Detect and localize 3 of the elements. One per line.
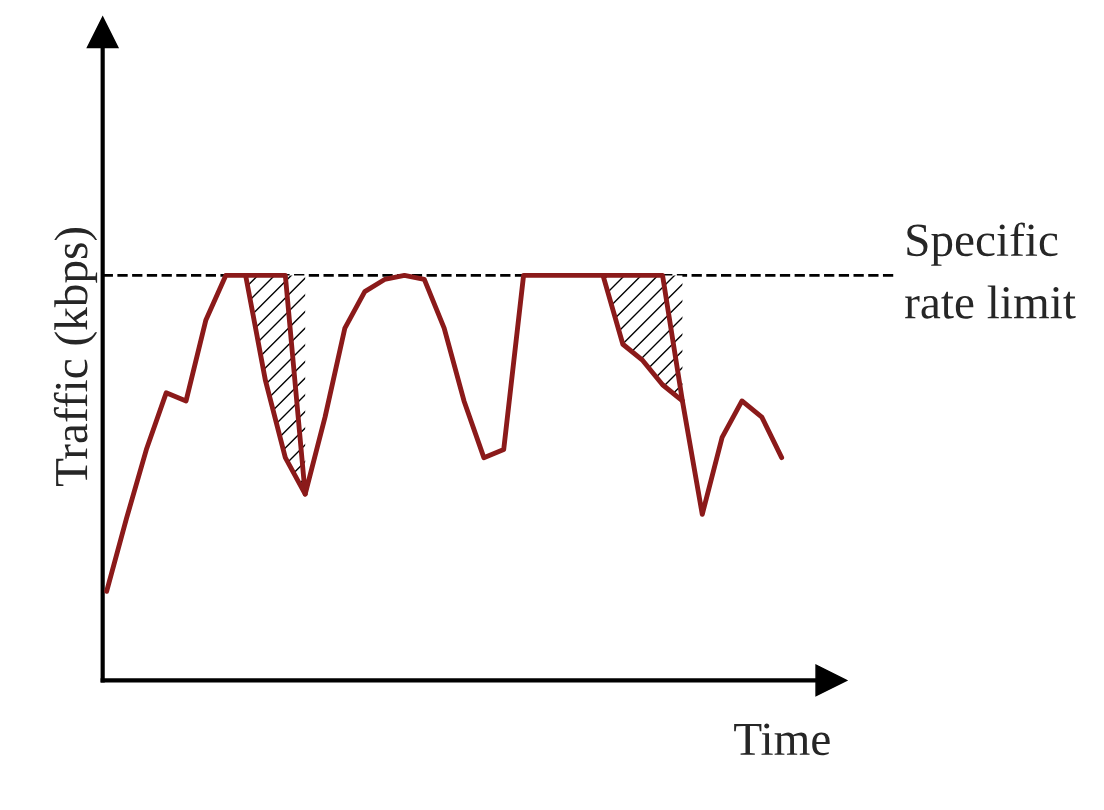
y-axis-title: Traffic (kbps)	[53, 227, 98, 487]
x-axis-title: Time	[734, 723, 830, 756]
ref-line-label: Specific rate limit	[905, 222, 1076, 319]
